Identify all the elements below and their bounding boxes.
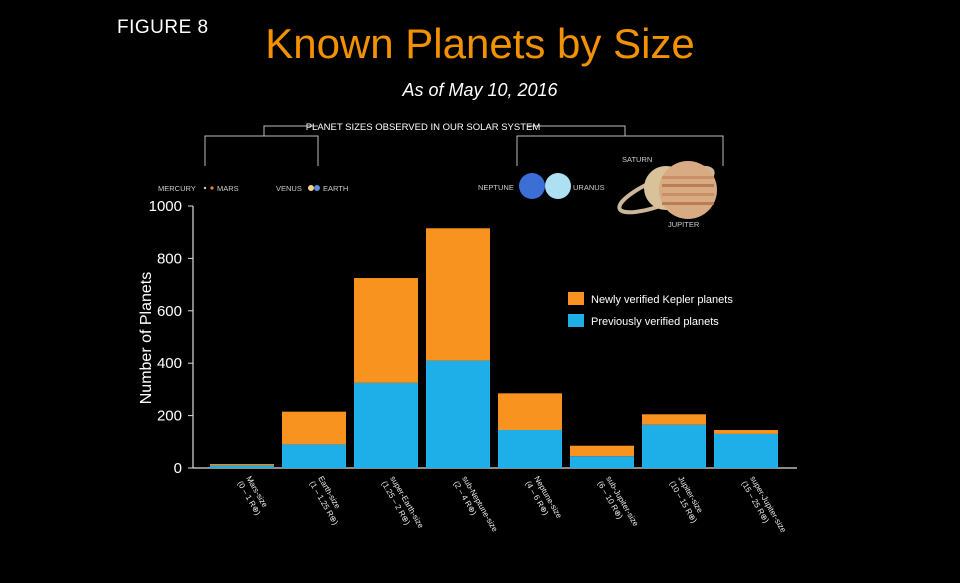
figure-label: FIGURE 8	[117, 17, 209, 38]
x-tick-label: super-Earth-size(1.25 – 2 R⊕)	[380, 475, 426, 536]
legend-swatch	[568, 314, 584, 327]
bar-previous-2	[354, 382, 418, 468]
planet-label-neptune: NEPTUNE	[478, 183, 514, 192]
chart-subtitle: As of May 10, 2016	[402, 80, 558, 100]
bar-new-2	[354, 278, 418, 383]
bar-new-4	[498, 393, 562, 431]
x-tick-label: sub-Neptune-size(2 – 4 R⊕)	[452, 475, 500, 539]
x-tick-label: Earth-size(1 – 1.25 R⊕)	[308, 475, 349, 527]
planet-label-jupiter: JUPITER	[668, 220, 700, 229]
legend-swatch	[568, 292, 584, 305]
y-tick-label: 400	[157, 355, 182, 372]
venus-icon	[308, 185, 314, 191]
x-tick-label: Neptune-size(4 – 6 R⊕)	[524, 475, 564, 526]
jupiter-band	[662, 176, 714, 179]
bar-previous-0	[210, 465, 274, 468]
neptune-icon	[519, 173, 545, 199]
bracket-giant-planets	[516, 135, 724, 166]
bar-new-6	[642, 414, 706, 425]
jupiter-band	[662, 184, 714, 187]
bar-new-0	[210, 464, 274, 466]
y-tick-label: 800	[157, 250, 182, 267]
bar-previous-5	[570, 456, 634, 468]
solar-system-heading: PLANET SIZES OBSERVED IN OUR SOLAR SYSTE…	[306, 122, 541, 133]
bracket-small-planets	[204, 135, 319, 166]
earth-icon	[314, 185, 320, 191]
y-tick-label: 600	[157, 303, 182, 320]
x-tick-label: Mars-size(0 – 1 R⊕)	[236, 475, 272, 518]
x-tick-label: sub-Jupiter-size(6 – 10 R⊕)	[596, 475, 641, 534]
bracket-connector	[263, 125, 626, 136]
planet-label-mars: MARS	[217, 184, 239, 193]
y-tick-label: 0	[174, 460, 182, 477]
y-axis-label: Number of Planets	[138, 272, 155, 405]
jupiter-icon	[659, 161, 717, 219]
bar-previous-6	[642, 424, 706, 468]
planet-label-earth: EARTH	[323, 184, 348, 193]
x-tick-label: Jupiter-size(10 – 15 R⊕)	[668, 475, 708, 525]
planet-label-mercury: MERCURY	[158, 184, 196, 193]
planet-label-venus: VENUS	[276, 184, 302, 193]
bar-new-1	[282, 411, 346, 445]
bar-previous-4	[498, 430, 562, 468]
chart-title: Known Planets by Size	[265, 20, 695, 67]
uranus-icon	[545, 173, 571, 199]
mars-icon	[210, 186, 214, 190]
x-tick-label: super-Jupiter-size(15 – 25 R⊕)	[740, 475, 789, 540]
legend-label: Newly verified Kepler planets	[591, 294, 733, 306]
planet-label-saturn: SATURN	[622, 155, 652, 164]
bar-previous-1	[282, 444, 346, 468]
y-tick-label: 200	[157, 408, 182, 425]
bar-new-7	[714, 430, 778, 434]
bar-new-5	[570, 445, 634, 457]
jupiter-band	[662, 193, 714, 196]
legend-label: Previously verified planets	[591, 316, 719, 328]
jupiter-band	[662, 202, 714, 205]
y-tick-label: 1000	[149, 198, 182, 215]
bar-new-3	[426, 228, 490, 361]
mercury-icon	[203, 186, 207, 190]
bar-previous-7	[714, 433, 778, 468]
planet-label-uranus: URANUS	[573, 183, 605, 192]
bar-previous-3	[426, 360, 490, 468]
